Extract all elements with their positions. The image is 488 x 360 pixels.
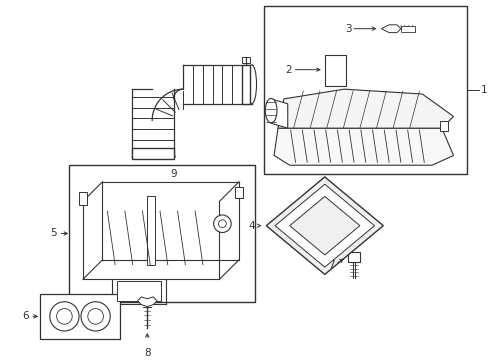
- Circle shape: [81, 302, 110, 331]
- Bar: [117, 281, 161, 301]
- Text: 6: 6: [22, 311, 29, 321]
- Bar: [347, 252, 359, 262]
- Bar: [147, 197, 155, 265]
- Text: 9: 9: [170, 169, 177, 179]
- Bar: [235, 187, 243, 198]
- Ellipse shape: [246, 65, 256, 104]
- Polygon shape: [381, 25, 400, 33]
- Polygon shape: [271, 99, 287, 128]
- Bar: [131, 148, 173, 159]
- Bar: [79, 192, 87, 205]
- Bar: [242, 65, 249, 104]
- Circle shape: [218, 220, 226, 228]
- Bar: [400, 26, 414, 32]
- Circle shape: [213, 215, 231, 233]
- Text: 1: 1: [480, 85, 487, 95]
- Circle shape: [50, 302, 79, 331]
- Ellipse shape: [265, 98, 276, 123]
- Bar: [69, 165, 254, 302]
- Bar: [324, 55, 346, 86]
- Polygon shape: [137, 297, 157, 307]
- Text: 3: 3: [345, 24, 351, 34]
- Text: 8: 8: [143, 348, 150, 357]
- Circle shape: [88, 309, 103, 324]
- Bar: [330, 47, 340, 55]
- Text: 5: 5: [50, 229, 57, 238]
- Polygon shape: [274, 184, 374, 267]
- Bar: [40, 294, 120, 339]
- Polygon shape: [266, 177, 383, 274]
- Polygon shape: [273, 128, 452, 165]
- Text: 4: 4: [247, 221, 254, 231]
- Text: 7: 7: [327, 260, 334, 270]
- Bar: [242, 57, 249, 63]
- Text: 2: 2: [285, 65, 291, 75]
- Polygon shape: [289, 197, 359, 255]
- Bar: [439, 121, 447, 131]
- Circle shape: [57, 309, 72, 324]
- Bar: [264, 6, 466, 174]
- Polygon shape: [277, 89, 452, 128]
